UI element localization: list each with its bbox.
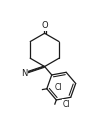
Text: O: O <box>41 21 48 30</box>
Text: Cl: Cl <box>55 83 63 92</box>
Text: Cl: Cl <box>63 100 70 109</box>
Text: N: N <box>21 69 27 78</box>
